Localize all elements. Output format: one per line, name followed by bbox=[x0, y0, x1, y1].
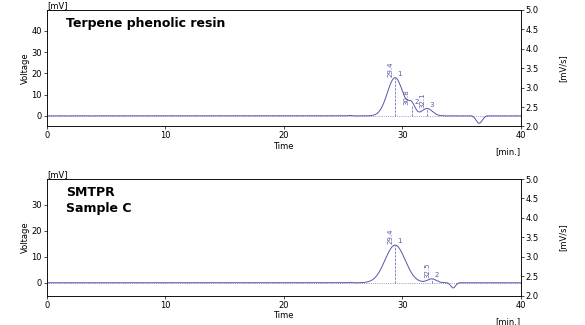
Text: 1: 1 bbox=[397, 71, 402, 77]
Text: 32.1: 32.1 bbox=[419, 92, 425, 108]
Text: 29.4: 29.4 bbox=[387, 61, 393, 77]
Text: 29.4: 29.4 bbox=[387, 229, 393, 244]
Text: 30.8: 30.8 bbox=[404, 89, 410, 105]
Text: 3: 3 bbox=[429, 102, 434, 108]
Text: 2: 2 bbox=[434, 272, 439, 278]
Text: [mV]: [mV] bbox=[47, 170, 67, 179]
X-axis label: Time: Time bbox=[273, 142, 294, 151]
Text: [min.]: [min.] bbox=[495, 317, 521, 325]
Text: [mV/s]: [mV/s] bbox=[559, 224, 567, 251]
Text: [mV]: [mV] bbox=[47, 1, 67, 10]
X-axis label: Time: Time bbox=[273, 311, 294, 320]
Y-axis label: Voltage: Voltage bbox=[21, 52, 30, 84]
Text: Terpene phenolic resin: Terpene phenolic resin bbox=[66, 17, 225, 30]
Text: [mV/s]: [mV/s] bbox=[559, 54, 567, 82]
Y-axis label: Voltage: Voltage bbox=[21, 222, 30, 253]
Text: 2: 2 bbox=[414, 98, 418, 105]
Text: 32.5: 32.5 bbox=[424, 263, 430, 278]
Text: [min.]: [min.] bbox=[495, 148, 521, 157]
Text: 1: 1 bbox=[397, 238, 402, 244]
Text: SMTPR
Sample C: SMTPR Sample C bbox=[66, 186, 131, 215]
